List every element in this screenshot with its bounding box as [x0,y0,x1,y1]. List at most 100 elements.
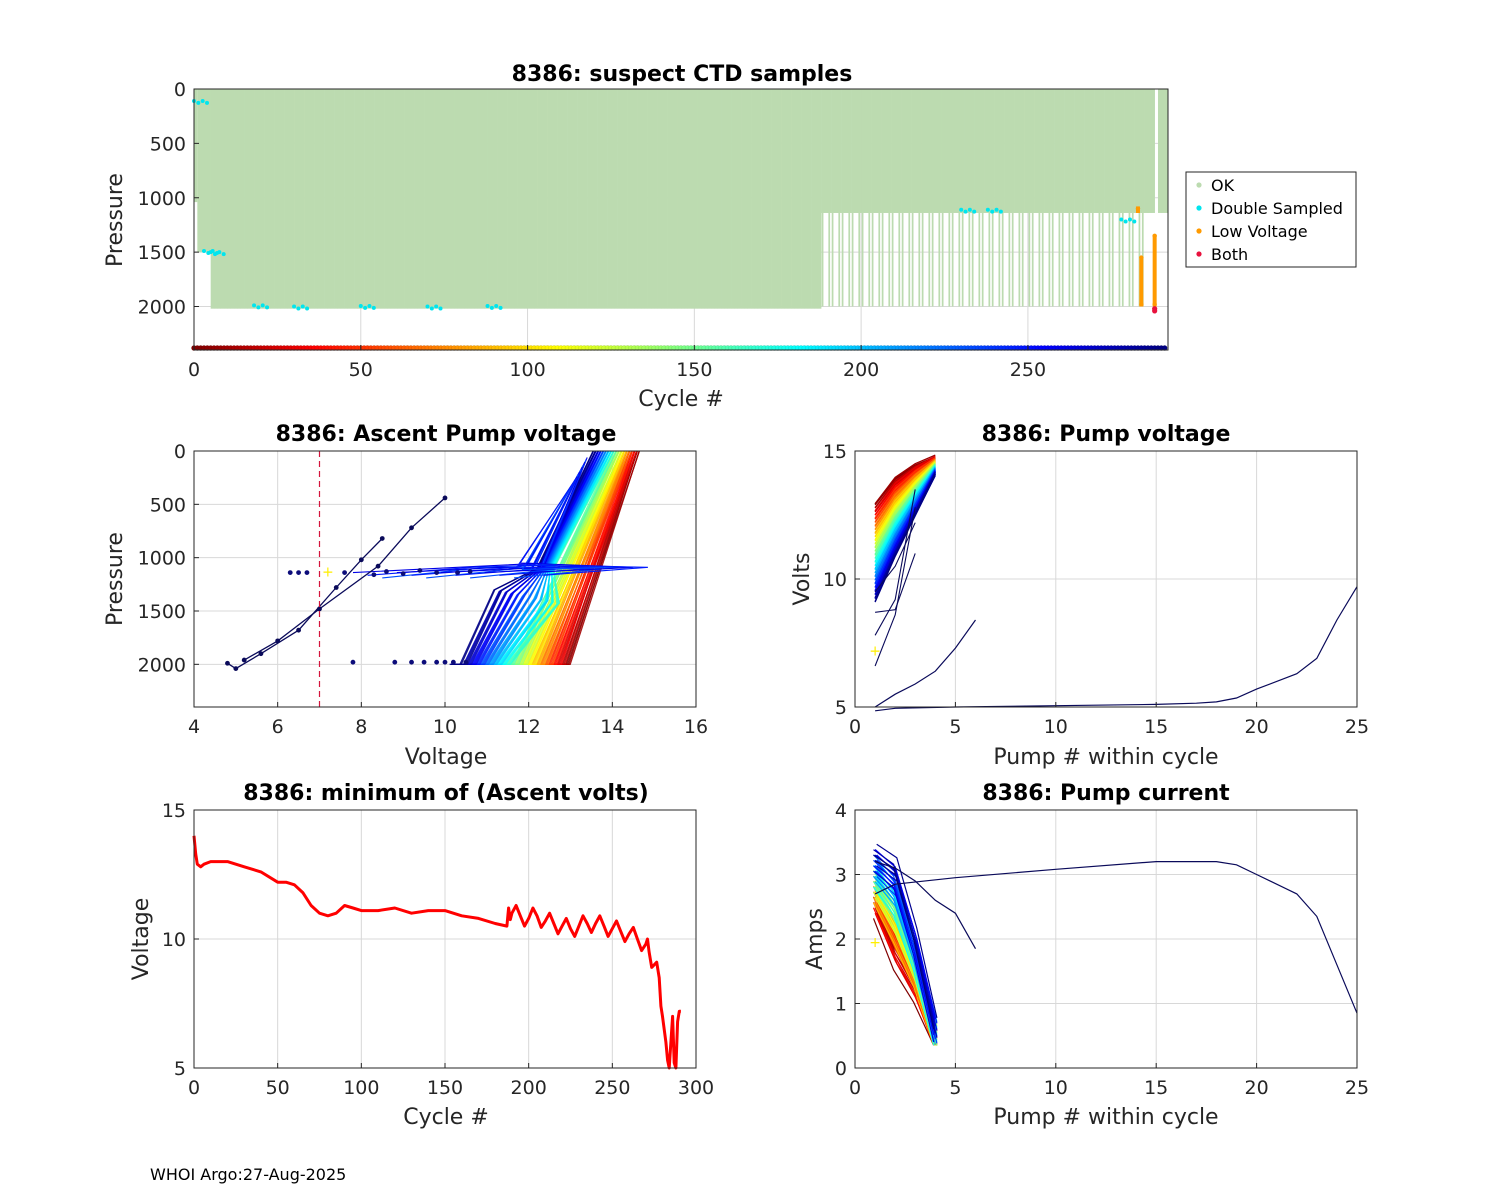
ok-profile-bar [958,212,961,307]
ok-profile-bar [594,89,598,309]
ok-profile-bar [307,89,312,309]
pump-voltage-late-line [874,522,916,593]
ok-profile-bar [858,212,861,307]
ok-profile-bar [474,89,478,309]
ok-profile-bar [1031,212,1034,307]
ok-profile-bar [1071,212,1074,307]
ok-profile-bar [204,89,208,253]
ok-profile-bar [881,212,884,307]
ok-profile-bar [417,89,422,309]
ok-profile-bar [504,89,508,309]
pump-current-cycle-line [876,843,938,1019]
min-voltage-ytick-label: 5 [174,1058,186,1080]
pump-current-xtick-label: 0 [849,1077,861,1099]
ascent-dark-point [350,659,356,665]
ok-profile-bar [1018,212,1021,307]
cycle-color-point [1161,345,1168,351]
min-voltage-xtick-label: 200 [511,1077,547,1099]
ok-profile-bar [877,89,882,213]
ok-profile-bar [434,89,438,309]
ok-profile-bar [404,89,408,309]
ok-profile-bar [1051,212,1054,307]
ascent-dark-point [304,570,310,575]
ok-profile-bar [330,89,335,309]
ok-profile-bar [677,89,682,309]
pump-voltage-cycle-line [874,471,936,598]
ok-profile-bar [694,89,698,309]
double-sampled-point [217,250,222,255]
ok-profile-bar [771,89,775,309]
ok-profile-bar [804,89,809,309]
ok-profile-bar [294,89,298,309]
ok-profile-bar [868,212,871,307]
ok-profile-bar [407,89,412,309]
ok-profile-bar [1107,89,1112,213]
pump-voltage-cycle-line [874,470,936,591]
ok-profile-bar [244,89,248,309]
ok-profile-bar [387,89,392,309]
ok-profile-bar [647,89,652,309]
ascent-final-cycle-line [243,497,446,661]
pump-voltage-xtick-label: 0 [849,716,861,738]
ok-profile-bar [924,89,929,213]
ok-profile-bar [984,89,989,213]
min-voltage-xlabel: Cycle # [403,1105,489,1130]
pump-current-panel: 8386: Pump current + 0 5 10 15 20 25 0 1 2 3 4 Pum… [803,781,1369,1130]
pump-voltage-xlabel: Pump # within cycle [993,745,1218,770]
ok-profile-bar [627,89,632,309]
ok-profile-bar [214,89,218,309]
ok-profile-bar [377,89,382,309]
ok-profile-bar [901,89,905,213]
ok-profile-bar [801,89,805,309]
ok-profile-bar [430,89,435,309]
ok-profile-bar [1021,89,1025,213]
ascent-dark-point [417,568,423,573]
ok-profile-bar [828,212,831,307]
ok-profile-bar [320,89,325,309]
ok-profile-bar [851,212,854,307]
pump-voltage-late-line [875,553,916,613]
ok-profile-bar [681,89,685,309]
ok-profile-bar [1111,89,1115,213]
ok-profile-bar [517,89,522,309]
ok-profile-bar [350,89,355,309]
double-sampled-point [200,98,205,103]
ascent-dark-point [287,570,293,575]
suspect-title: 8386: suspect CTD samples [512,62,853,87]
ascent-dark-point [371,572,377,578]
ascent-dark-point [442,659,448,665]
ok-profile-bar [194,89,198,203]
ok-profile-bar [1071,89,1075,213]
ok-profile-bar [484,89,488,309]
ok-profile-bar [1091,212,1094,307]
pump-voltage-xtick-label: 10 [1044,716,1068,738]
double-sampled-point [963,209,968,214]
ok-profile-bar [1011,89,1015,213]
ok-profile-bar [724,89,728,309]
pump-current-xtick-label: 10 [1044,1077,1068,1099]
pump-current-cycle-line [873,854,935,1030]
footer-credit: WHOI Argo:27-Aug-2025 [150,1165,347,1184]
ok-profile-bar [961,212,964,307]
ok-profile-bar [477,89,482,309]
pump-current-cycle-line [872,918,935,1046]
ok-profile-bar [1164,89,1169,213]
double-sampled-point [367,303,372,308]
ok-profile-bar [981,212,984,307]
ok-profile-bar [574,89,578,309]
ok-profile-bar [1057,89,1062,213]
suspect-xtick-label: 50 [349,359,373,381]
suspect-data [191,89,1169,351]
double-sampled-point [498,305,503,310]
ok-profile-bar [1014,89,1019,213]
ok-profile-bar [670,89,675,309]
ok-profile-bar [410,89,415,309]
pump-current-title: 8386: Pump current [982,781,1230,806]
ok-profile-bar [590,89,595,309]
ok-profile-bar [457,89,462,309]
pump-voltage-cycle-line [874,463,936,555]
ok-profile-bar [951,89,955,213]
double-sampled-point [985,207,990,212]
ok-profile-bar [934,89,939,213]
